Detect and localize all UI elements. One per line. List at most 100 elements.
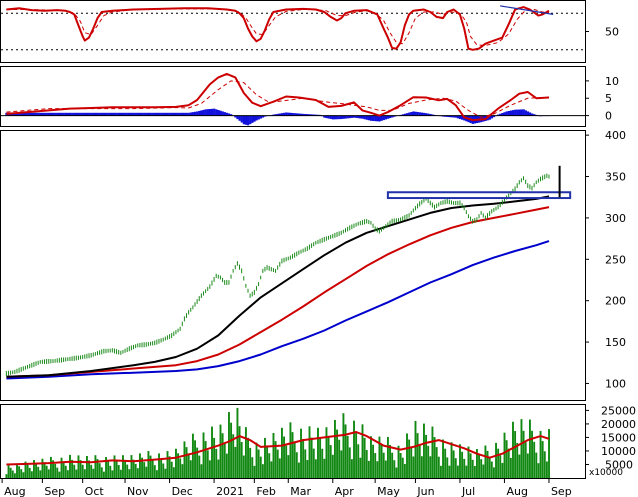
volume-bar [497,448,500,478]
volume-bar [361,424,364,478]
macd-histogram-bar [181,112,184,116]
macd-histogram-bar [416,112,419,116]
stochastic-layer: 50 [1,5,619,51]
volume-bar [219,424,222,478]
volume-bar [520,419,523,478]
volume-bar [495,442,497,478]
macd-histogram-bar [503,112,506,116]
volume-bar [136,468,139,478]
volume-bar [30,471,33,478]
macd-histogram-bar [107,112,110,116]
volume-bar [183,441,186,478]
volume-unit-label: x10000 [589,468,623,478]
macd-histogram-bar [194,111,197,116]
volume-bar [238,426,241,478]
macd-histogram-bar [151,112,154,116]
x-tick-label: May [377,485,400,497]
volume-bar [548,429,550,478]
volume-bar [355,432,358,478]
macd-histogram-bar [526,111,530,116]
volume-bar [249,447,252,478]
macd-histogram-bar [162,112,165,116]
macd-histogram-bar [369,115,373,121]
macd-histogram-bar [446,115,449,117]
volume-bar [543,451,546,478]
volume-bar [516,442,519,478]
macd-histogram-bar [136,112,140,116]
volume-bar [414,420,417,478]
volume-bar [71,459,74,478]
volume-bar [300,428,302,478]
macd-histogram-bar [414,111,417,116]
volume-bar [321,448,324,478]
volume-bar [437,456,440,478]
macd-histogram-bar [75,112,78,116]
macd-histogram-bar [77,112,80,116]
macd-histogram-bar [115,112,118,116]
x-tick-label: Mar [290,485,311,497]
macd-histogram-bar [168,112,171,116]
macd-histogram-bar [450,115,453,118]
volume-bar [13,473,16,478]
volume-bar [463,458,466,478]
volume-bar [259,456,262,478]
volume-bar [81,464,84,478]
volume-bar [187,453,190,478]
macd-histogram-bar [272,114,275,116]
volume-bar [289,422,292,478]
volume-bar [350,459,353,478]
volume-bar [365,450,368,478]
y-tick-label: 5 [605,92,612,105]
volume-bar [399,453,402,478]
macd-histogram-bar [28,112,31,116]
volume-bar [304,449,307,478]
volume-bar [62,461,65,478]
y-tick-label: 50 [605,26,619,39]
volume-bar [232,434,235,478]
volume-bar [403,463,406,478]
volume-bar [77,455,80,478]
macd-histogram-bar [382,115,385,121]
x-tick-label: Sep [551,485,572,497]
volume-bar [367,460,370,478]
volume-bar [406,433,408,478]
volume-bar [149,455,152,478]
macd-histogram-bar [147,112,150,116]
y-tick-label: 5000 [605,458,633,471]
volume-bar [54,463,57,478]
macd-histogram-bar [497,114,500,116]
macd-histogram-bar [62,112,65,116]
macd-histogram-bar [68,112,72,116]
volume-bar [64,465,67,478]
macd-histogram-bar [126,112,129,116]
macd-histogram-bar [141,112,144,116]
volume-bar [486,450,489,478]
macd-histogram-bar [297,113,301,116]
volume-bar [325,427,328,478]
macd-histogram-bar [261,115,265,118]
macd-histogram-bar [100,112,104,116]
macd-histogram-bar [276,113,279,116]
macd-histogram-bar [13,112,17,116]
volume-bar [230,422,233,478]
macd-histogram-bar [98,112,101,116]
volume-bar [251,457,254,478]
volume-bar [327,435,330,478]
volume-bar [372,444,375,478]
volume-bar [206,450,209,478]
macd-histogram-bar [60,112,63,116]
macd-histogram-bar [492,115,496,118]
macd-histogram-bar [128,112,131,116]
volume-bar [323,458,326,478]
volume-bar [107,461,110,478]
macd-histogram-bar [26,112,29,116]
volume-bar [439,465,442,478]
volume-bar [444,448,447,478]
macd-histogram-bar [213,108,216,116]
volume-bar [359,457,362,478]
volume-bar [35,463,38,478]
macd-histogram-bar [308,114,311,116]
macd-histogram-bar [143,112,146,116]
volume-bar [452,450,455,478]
